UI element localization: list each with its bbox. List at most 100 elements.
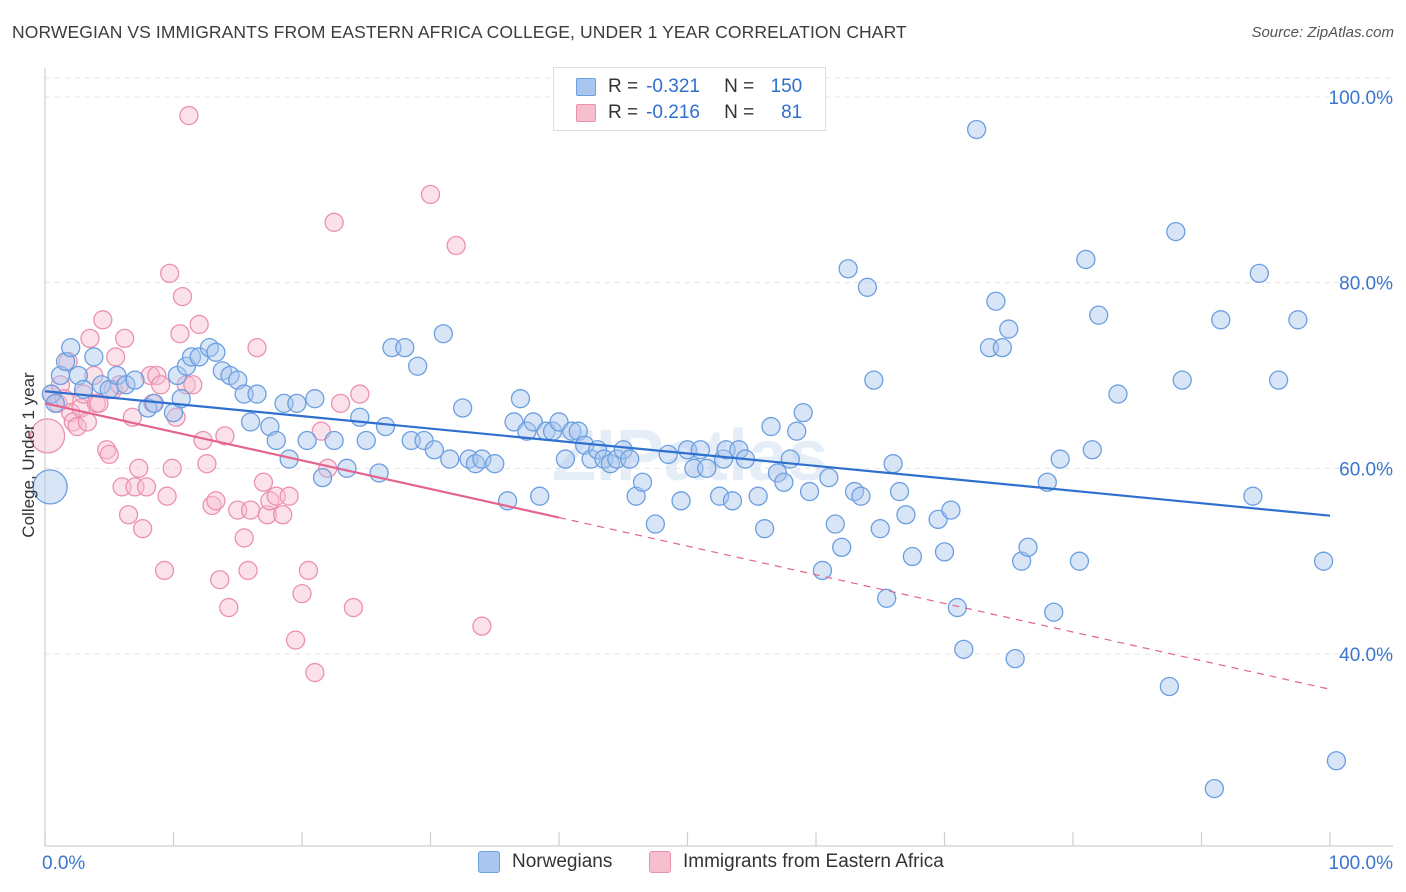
norwegians-point xyxy=(857,277,878,297)
norwegians-point xyxy=(32,469,68,505)
norwegians-point xyxy=(838,259,858,279)
n-value: 150 xyxy=(770,76,803,97)
x-tick-label: 0.0% xyxy=(42,853,85,874)
norwegians-point xyxy=(1288,310,1308,330)
immigrants-point xyxy=(298,560,319,581)
norwegians-point xyxy=(407,356,428,376)
immigrants-point xyxy=(129,458,149,478)
immigrants-point xyxy=(343,597,364,618)
immigrants-point xyxy=(330,393,351,414)
norwegians-point xyxy=(1089,305,1109,325)
norwegians-point xyxy=(883,454,903,474)
immigrants-point xyxy=(324,212,344,232)
immigrants-point xyxy=(197,454,217,474)
norwegians-point xyxy=(1313,551,1334,571)
norwegians-point xyxy=(1243,486,1263,506)
y-tick-label: 60.0% xyxy=(1339,459,1393,480)
axes xyxy=(44,68,1393,847)
immigrants-point xyxy=(80,328,100,349)
immigrants-point xyxy=(219,597,239,618)
norwegians-point xyxy=(1005,648,1025,669)
immigrants-point xyxy=(446,235,466,256)
norwegians-point xyxy=(1050,449,1070,469)
immigrants-point xyxy=(106,347,126,367)
norwegians-point xyxy=(986,291,1006,311)
r-label: R = xyxy=(608,102,639,123)
norwegians-point xyxy=(934,542,955,562)
immigrants-trend-extension xyxy=(558,516,1331,690)
source-label: Source: ZipAtlas.com xyxy=(1251,24,1394,41)
norwegians-point xyxy=(1326,751,1347,771)
immigrants-point xyxy=(183,375,203,395)
legend-row-norwegians: R = -0.321 N = 150 xyxy=(576,74,802,100)
norwegians-point xyxy=(424,440,445,460)
norwegians-point xyxy=(947,597,967,618)
norwegians-point xyxy=(825,514,845,534)
norwegians-point xyxy=(297,430,317,451)
blue-swatch xyxy=(478,851,500,873)
tick-labels: 40.0% 60.0% 80.0% 100.0% 0.0% 100.0% xyxy=(42,88,1393,874)
immigrants-point xyxy=(472,616,492,636)
norwegians-point xyxy=(510,389,531,409)
immigrants-point xyxy=(99,444,119,465)
trend-lines xyxy=(44,390,1331,690)
y-tick-label: 40.0% xyxy=(1339,645,1393,666)
norwegians-point xyxy=(452,398,473,418)
norwegians-point xyxy=(1108,384,1128,404)
immigrants-point xyxy=(93,310,113,330)
norwegians-point xyxy=(375,416,396,437)
norwegians-point xyxy=(1159,676,1180,697)
correlation-legend: R = -0.321 N = 150 R = -0.216 N = 81 xyxy=(553,67,826,131)
norwegians-point xyxy=(877,588,897,608)
norwegians-point xyxy=(312,467,333,488)
norwegians-point xyxy=(356,430,376,451)
immigrants-point xyxy=(240,500,261,520)
r-value: -0.321 xyxy=(646,76,700,97)
y-tick-label: 80.0% xyxy=(1339,274,1393,295)
norwegians-point xyxy=(1268,370,1289,390)
immigrants-point xyxy=(89,393,109,414)
immigrants-point xyxy=(285,630,306,650)
immigrants-point xyxy=(350,384,370,404)
norwegians-point xyxy=(799,481,820,502)
norwegians-point xyxy=(620,449,640,469)
legend-item-immigrants: Immigrants from Eastern Africa xyxy=(649,851,944,873)
legend-label: Immigrants from Eastern Africa xyxy=(683,851,944,872)
immigrants-point xyxy=(273,505,293,525)
norwegians-point xyxy=(324,430,344,451)
norwegians-point xyxy=(1076,249,1096,270)
immigrants-point xyxy=(247,337,267,358)
norwegians-point xyxy=(754,519,775,539)
norwegians-point xyxy=(658,444,678,465)
norwegians-point xyxy=(999,319,1019,339)
norwegians-point xyxy=(266,430,286,451)
norwegians-point xyxy=(116,375,136,395)
norwegians-point xyxy=(870,519,890,539)
immigrants-point xyxy=(189,314,209,335)
norwegians-point xyxy=(84,347,104,367)
immigrants-point xyxy=(77,412,98,432)
norwegians-point xyxy=(832,537,852,557)
legend-label: Norwegians xyxy=(512,851,613,872)
norwegians-point xyxy=(819,467,839,488)
immigrants-point xyxy=(179,105,199,126)
r-label: R = xyxy=(608,76,639,97)
norwegians-point xyxy=(748,486,768,506)
norwegians-point xyxy=(966,119,987,140)
norwegians-point xyxy=(1249,263,1269,284)
norwegians-point xyxy=(350,407,370,427)
immigrants-point xyxy=(162,458,182,478)
norwegians-point xyxy=(774,472,794,492)
immigrants-point xyxy=(215,426,235,446)
norwegians-point xyxy=(305,389,325,409)
norwegians-point xyxy=(697,458,717,478)
norwegians-point xyxy=(812,560,833,581)
norwegians-point xyxy=(902,546,923,567)
pink-swatch xyxy=(576,104,596,122)
norwegians-point xyxy=(761,416,781,437)
norwegians-trend-line xyxy=(44,390,1331,517)
norwegians-points xyxy=(32,119,1347,799)
norwegians-point xyxy=(1211,310,1231,330)
norwegians-point xyxy=(1044,602,1064,622)
